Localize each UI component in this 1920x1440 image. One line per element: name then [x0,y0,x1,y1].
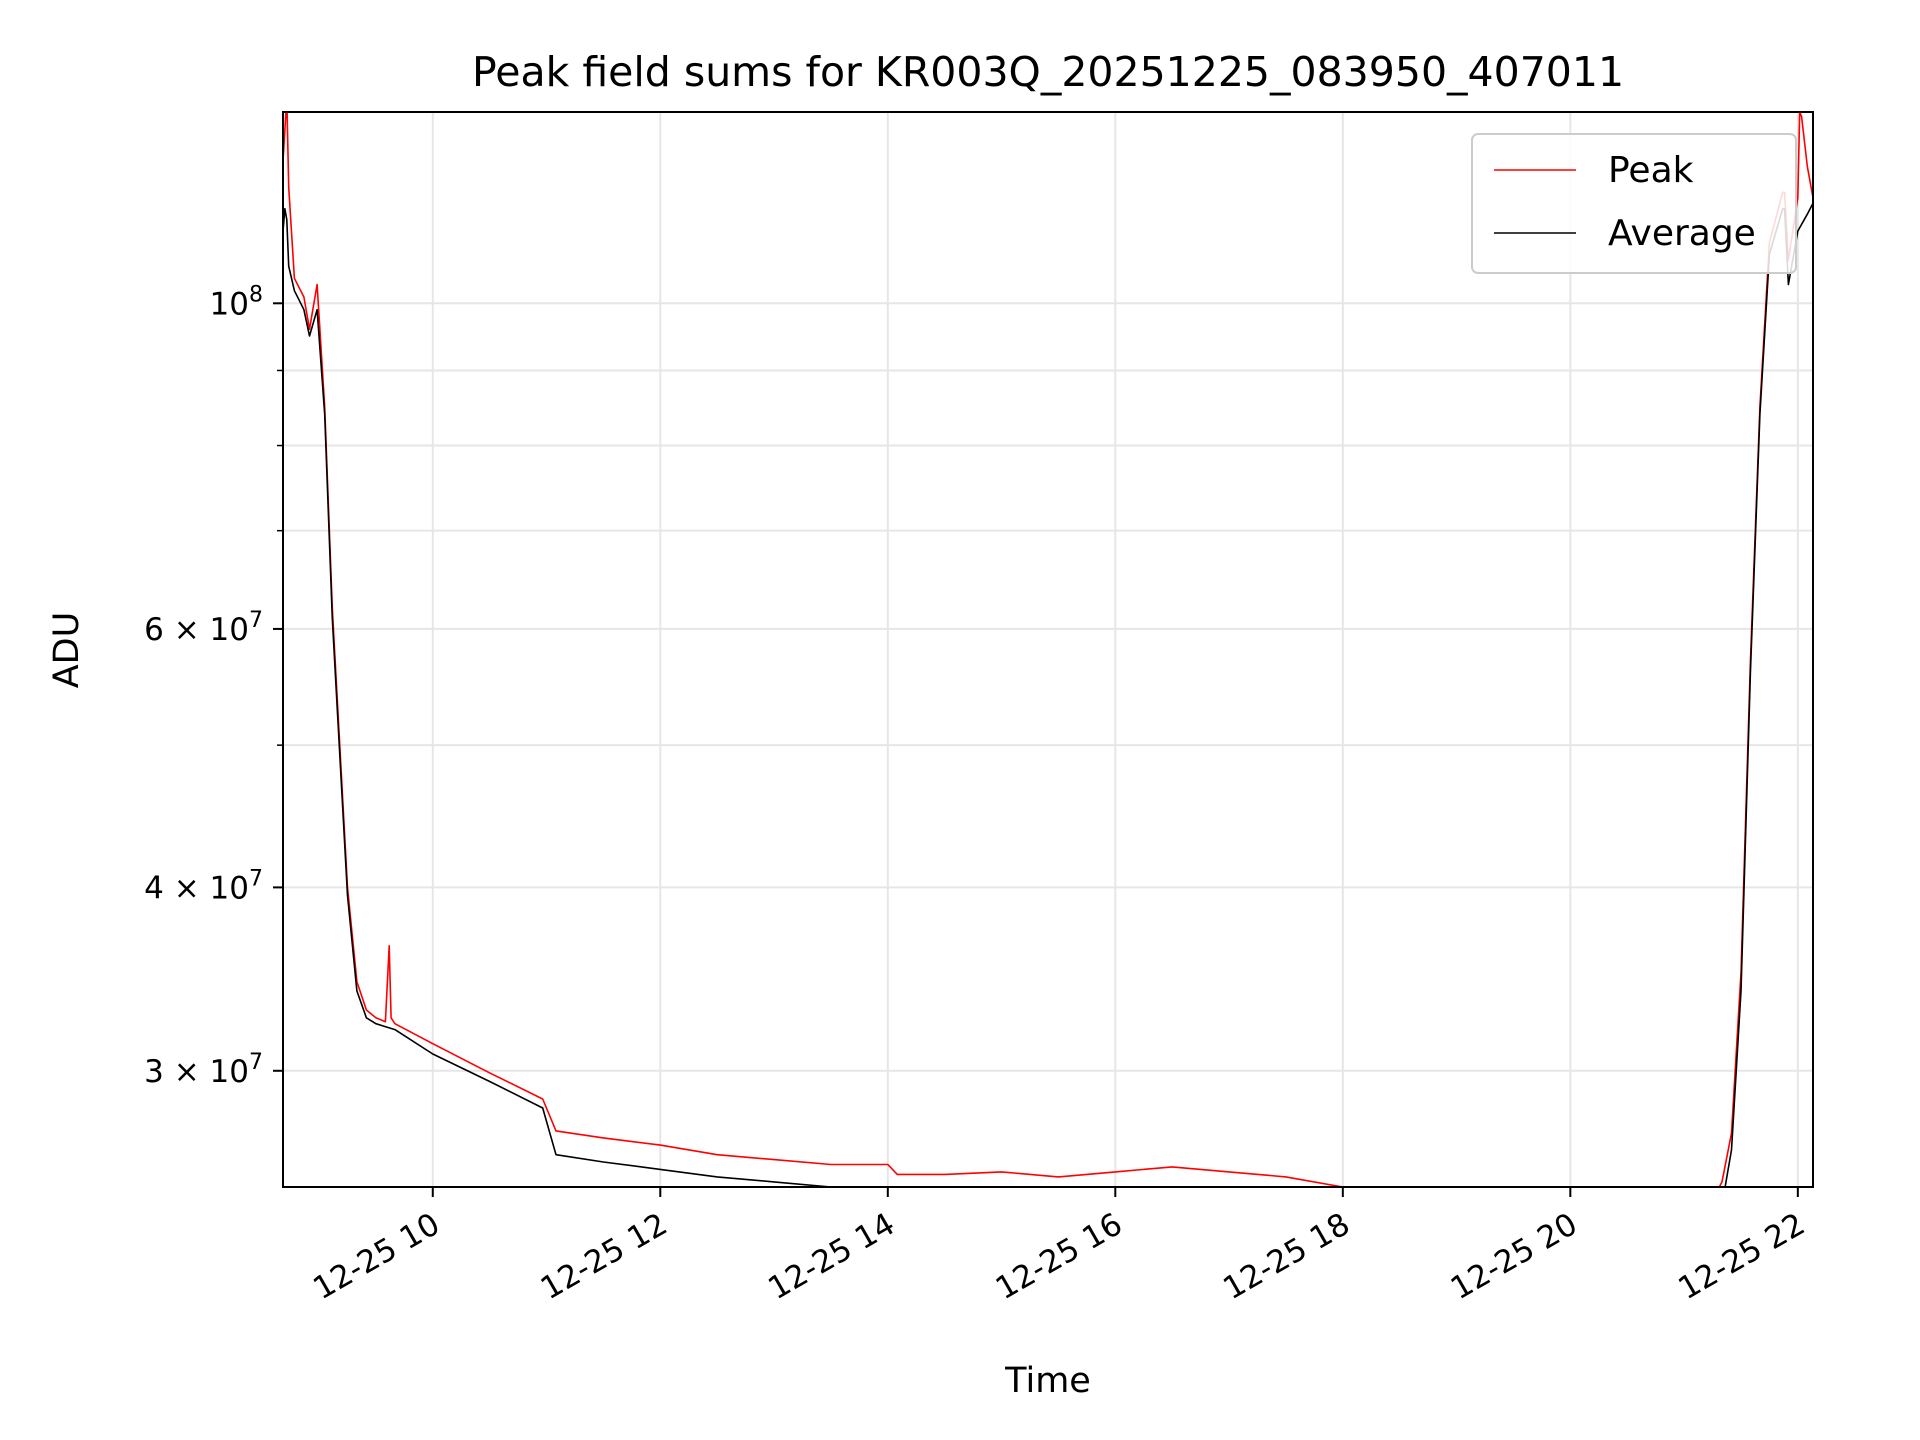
y-tick-label: 6 × 107 [144,608,263,648]
y-tick-label: 3 × 107 [144,1050,263,1090]
x-axis-label: Time [1004,1361,1091,1401]
y-tick-label: 4 × 107 [144,866,263,906]
chart-title: Peak field sums for KR003Q_20251225_0839… [472,48,1624,96]
legend-peak-label: Peak [1608,150,1694,191]
legend: Peak Average [1472,134,1796,273]
legend-average-label: Average [1608,213,1756,254]
y-axis-label: ADU [47,612,87,689]
